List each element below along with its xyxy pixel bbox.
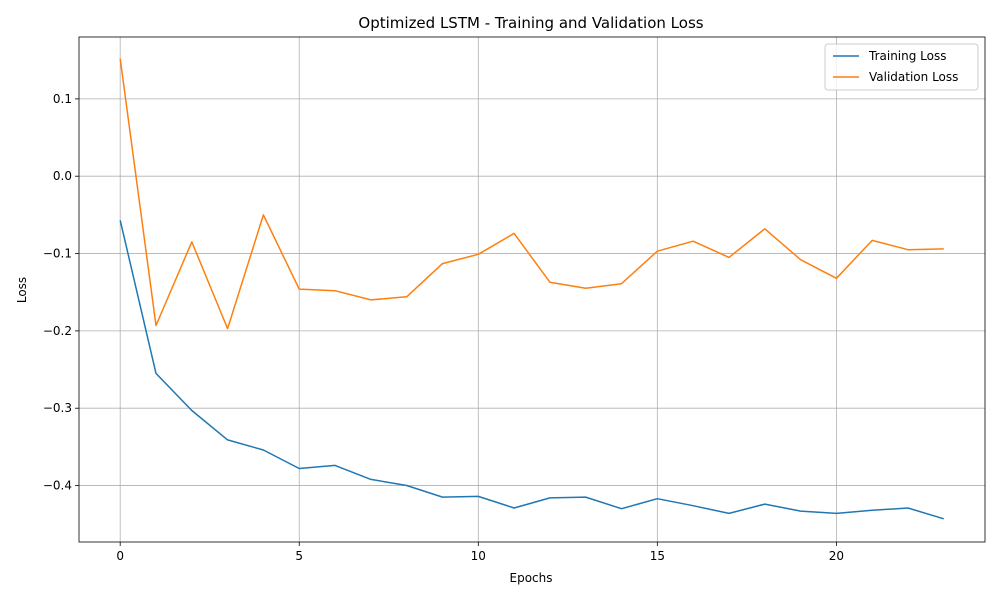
y-axis-ticks: 0.1 0.0 −0.1 −0.2 −0.3 −0.4 [43,92,79,493]
x-tick-label: 0 [116,549,124,563]
x-tick-label: 20 [829,549,844,563]
y-tick-label: 0.1 [53,92,72,106]
x-tick-label: 5 [295,549,303,563]
x-axis-ticks: 0 5 10 15 20 [116,542,844,563]
series-line-1 [119,58,944,330]
legend-label-1: Validation Loss [869,70,958,84]
y-tick-label: −0.2 [43,324,72,338]
x-tick-label: 15 [650,549,665,563]
legend-box [824,43,979,91]
legend-label-0: Training Loss [868,49,946,63]
y-tick-label: −0.1 [43,247,72,261]
y-tick-label: −0.3 [43,401,72,415]
grid [79,37,985,542]
plot-lines [119,58,945,520]
x-tick-label: 10 [471,549,486,563]
y-tick-label: 0.0 [53,169,72,183]
x-axis-label: Epochs [510,571,553,585]
legend: Training Loss Validation Loss [824,43,979,91]
y-axis-label: Loss [15,277,29,303]
plot-frame [78,36,986,543]
chart-title: Optimized LSTM - Training and Validation… [358,14,703,32]
series-line-0 [119,220,945,520]
y-tick-label: −0.4 [43,479,72,493]
